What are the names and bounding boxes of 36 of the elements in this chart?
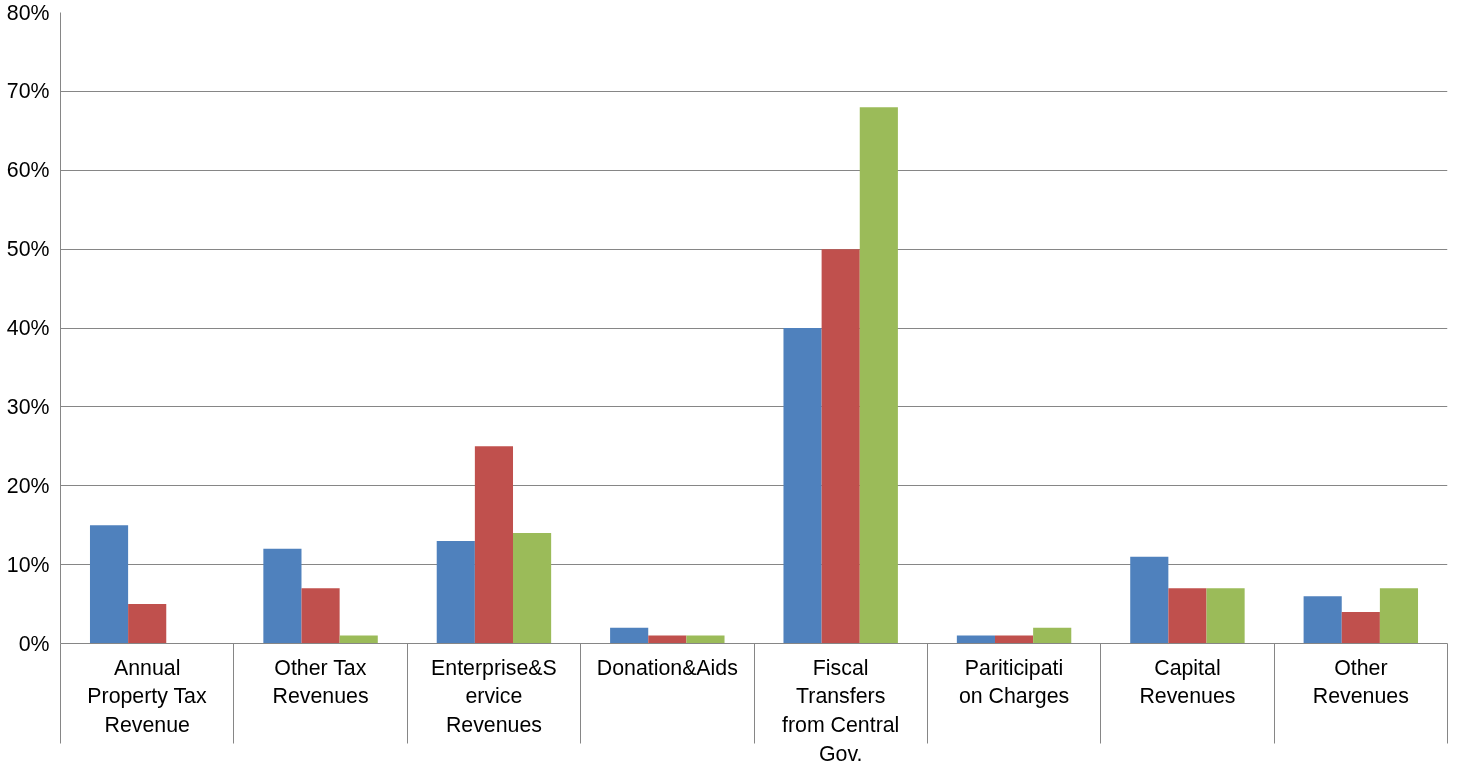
y-tick-label: 20% [6,473,50,498]
bar [1341,611,1380,644]
y-tick-label: 30% [6,394,50,419]
bar [301,588,340,644]
bar [859,107,898,644]
bar [89,525,129,644]
y-tick-label: 0% [18,631,50,656]
y-tick-label: 50% [6,237,50,262]
bar [1168,588,1207,644]
x-tick-label: Pariticipation Charges [958,655,1070,709]
bar [128,604,167,644]
bar [1379,588,1419,644]
y-tick-label: 60% [6,158,50,183]
bar [1303,596,1342,644]
bar [436,540,475,644]
bar [1033,627,1072,644]
bar [821,249,860,644]
x-tick-label: Other Revenues [1312,655,1409,709]
x-tick-label: Donation&Aids [596,655,738,680]
bar [686,635,725,644]
bar [610,627,649,644]
bar [1130,556,1169,644]
y-tick-label: 80% [6,0,50,25]
bar [1206,588,1245,644]
bar [263,548,302,644]
x-tick-label: Fiscal Transfers from Central Gov. [782,655,900,766]
x-tick-label: Annual Property Tax Revenue [87,655,207,738]
bar [474,446,514,644]
y-tick-label: 10% [6,552,50,577]
y-tick-label: 40% [6,316,50,340]
x-tick-label: Other Tax Revenues [272,655,369,709]
y-tick-label: 70% [6,79,50,104]
bar [513,533,552,644]
x-tick-label: Capital Revenues [1139,655,1236,709]
bar [783,328,822,644]
x-tick-label: Enterprise&Service Revenues [431,655,557,738]
